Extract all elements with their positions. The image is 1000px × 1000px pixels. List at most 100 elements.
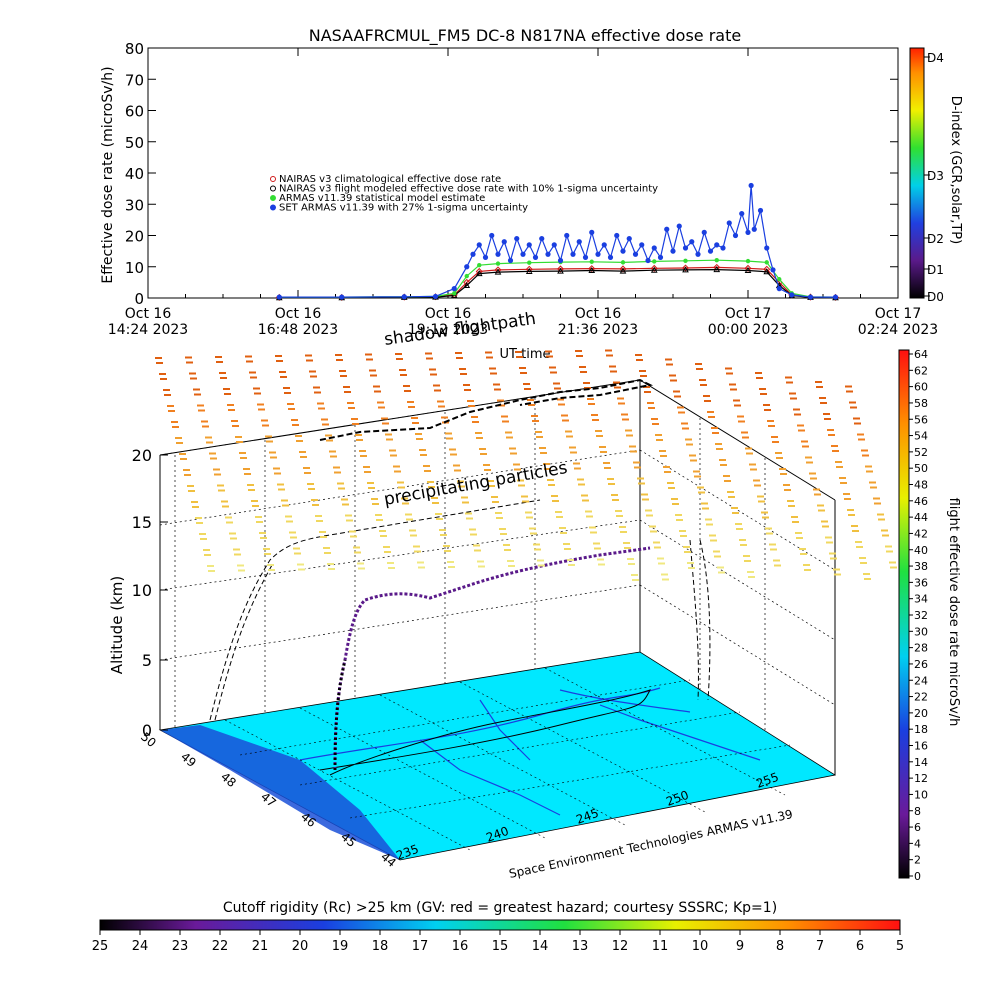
d-index-tick-label: D1 — [927, 263, 944, 277]
dose-tick-label: 44 — [914, 511, 928, 524]
top-data-point — [664, 226, 670, 232]
cutoff-tick-label: 5 — [896, 939, 904, 954]
top-data-point — [682, 245, 689, 251]
dose-tick-label: 8 — [914, 805, 921, 818]
upper-flight-track — [319, 378, 654, 441]
top-y-tick-label: 40 — [125, 165, 144, 183]
top-data-point — [650, 266, 658, 273]
top-y-tick-label: 60 — [125, 103, 144, 121]
legend-marker — [270, 176, 276, 182]
top-data-point — [720, 245, 726, 251]
top-data-point — [776, 286, 782, 292]
top-data-point — [777, 277, 782, 282]
d-index-tick-label: D3 — [927, 169, 944, 183]
dose-tick-label: 54 — [914, 430, 928, 443]
top-data-point — [551, 242, 557, 248]
dose-tick-label: 6 — [914, 821, 921, 834]
dose-tick-label: 30 — [914, 625, 928, 638]
top-data-point — [557, 267, 564, 274]
top-data-point — [276, 294, 282, 300]
top-data-point — [670, 248, 676, 254]
top-x-tick-time: 21:36 2023 — [558, 322, 638, 338]
top-data-point — [620, 260, 626, 265]
cutoff-tick-label: 16 — [452, 939, 469, 954]
top-data-point — [570, 251, 576, 257]
top-data-point — [539, 236, 545, 242]
top-data-point — [494, 268, 502, 275]
dose-colorbar — [898, 349, 910, 879]
top-data-point — [501, 239, 507, 245]
top-y-axis: 0 10 20 30 40 50 60 70 80 — [125, 40, 898, 308]
d-index-ticks: D0 D1 D2 D3 D4 — [924, 51, 944, 304]
top-x-tick-time: 00:00 2023 — [708, 322, 788, 338]
top-x-tick-time: 19:12 2023 — [408, 322, 488, 338]
top-chart-title: NASAAFRCMUL_FM5 DC-8 N817NA effective do… — [309, 26, 741, 46]
d-index-label: D-index (GCR,solar,TP) — [948, 96, 963, 244]
dose-tick-label: 16 — [914, 740, 928, 753]
top-data-point — [514, 236, 520, 242]
top-y-axis-label: Effective dose rate (microSv/h) — [100, 66, 116, 283]
cutoff-tick-label: 25 — [92, 939, 109, 954]
top-data-point — [657, 254, 664, 260]
cutoff-tick-label: 23 — [172, 939, 189, 954]
top-data-point — [557, 257, 564, 264]
top-data-point — [626, 236, 632, 242]
cutoff-tick-label: 10 — [692, 939, 709, 954]
top-data-point — [589, 259, 594, 264]
top-data-point — [614, 232, 620, 239]
top-y-tick-label: 10 — [125, 259, 144, 277]
top-data-point — [763, 268, 771, 275]
top-data-point — [582, 254, 589, 260]
coastline-band — [160, 725, 400, 860]
top-x-tick-date: Oct 17 — [725, 306, 771, 322]
dose-tick-label: 60 — [914, 381, 928, 394]
cutoff-rigidity-ticks: 25 24 23 22 21 20 19 18 17 16 15 14 13 12 11 10 9 8 7 6 5 — [92, 930, 904, 954]
dose-tick-label: 32 — [914, 609, 928, 622]
top-series-line — [279, 185, 836, 298]
top-data-point — [732, 232, 739, 239]
top-data-point — [739, 211, 745, 217]
top-x-tick-time: 16:48 2023 — [258, 322, 338, 338]
shadow-flightpath — [209, 499, 541, 721]
cutoff-rigidity-colorbar — [99, 919, 901, 931]
top-data-point — [477, 262, 482, 268]
top-data-point — [452, 291, 457, 296]
dose-colorbar-ticks: 0246810121416182022242628303234363840424… — [909, 348, 928, 883]
cutoff-tick-label: 15 — [492, 939, 509, 954]
top-data-point — [748, 182, 754, 189]
top-data-point — [432, 293, 439, 300]
top-data-point — [789, 292, 795, 298]
dose-tick-label: 62 — [914, 364, 928, 377]
top-plot-frame — [147, 47, 899, 299]
top-data-point — [745, 229, 751, 235]
top-data-point — [645, 257, 651, 264]
legend-label: NAIRAS v3 climatological effective dose … — [279, 174, 501, 185]
dose-tick-label: 18 — [914, 723, 928, 736]
top-data-point — [588, 266, 596, 273]
dose-tick-label: 46 — [914, 495, 928, 508]
cutoff-rigidity-label: Cutoff rigidity (Rc) >25 km (GV: red = g… — [223, 900, 777, 916]
top-y-tick-label: 30 — [125, 196, 144, 214]
cutoff-tick-label: 6 — [856, 939, 864, 954]
cutoff-tick-label: 19 — [332, 939, 349, 954]
top-data-point — [726, 220, 732, 226]
dose-tick-label: 26 — [914, 658, 928, 671]
top-data-point — [707, 248, 714, 254]
d-index-colorbar — [909, 47, 925, 299]
top-data-point — [470, 251, 476, 257]
top-data-point — [807, 294, 814, 300]
precipitating-particles — [155, 349, 897, 581]
top-data-point — [764, 245, 770, 251]
top-data-point — [475, 270, 483, 277]
dose-tick-label: 34 — [914, 593, 928, 606]
top-x-tick-time: 14:24 2023 — [108, 322, 188, 338]
top-data-point — [595, 251, 601, 257]
legend-label: ARMAS v11.39 statistical model estimate — [279, 193, 485, 204]
top-x-tick-date: Oct 17 — [875, 306, 921, 322]
cutoff-tick-label: 8 — [776, 939, 784, 954]
top-data-point — [401, 294, 407, 300]
legend-marker — [270, 195, 276, 201]
top-data-point — [695, 251, 701, 257]
dose-tick-label: 0 — [914, 870, 921, 883]
